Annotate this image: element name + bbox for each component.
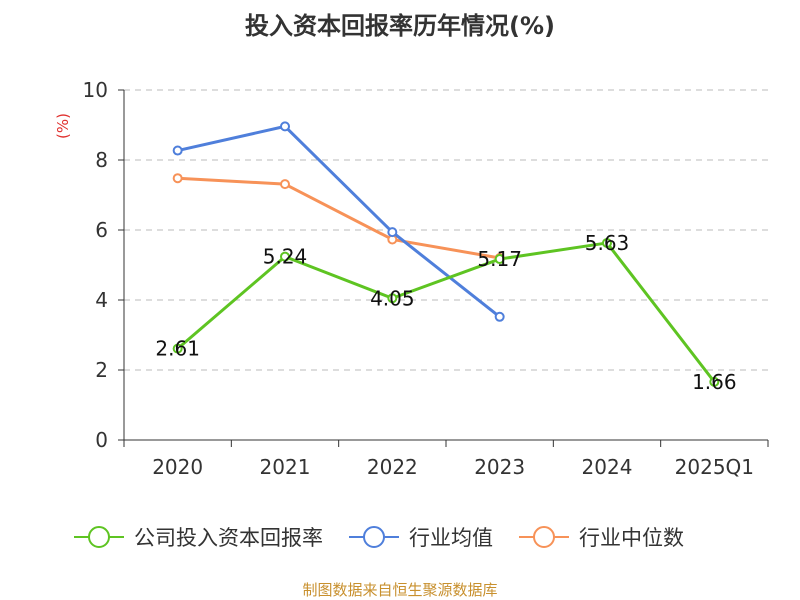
data-point	[280, 121, 290, 132]
legend-marker	[88, 526, 110, 548]
x-tick-label: 2021	[260, 455, 311, 479]
legend-label: 行业中位数	[579, 526, 684, 550]
data-point	[172, 145, 183, 156]
x-tick-label: 2020	[152, 455, 203, 479]
data-point	[602, 237, 612, 248]
x-tick-label: 2022	[367, 455, 418, 479]
axes: 0 2 4 6 8 10 2020 2021 2022 2023 2024 2025Q1	[83, 78, 769, 479]
y-tick-label: 0	[95, 428, 108, 452]
series-line	[177, 124, 501, 318]
y-tick-label: 6	[95, 218, 108, 242]
data-point	[387, 293, 398, 304]
source-note: 制图数据来自恒生聚源数据库	[302, 581, 497, 599]
data-point	[172, 173, 183, 184]
y-axis-unit-label: (%)	[54, 113, 72, 139]
y-tick-label: 10	[83, 78, 108, 102]
data-point	[172, 343, 183, 354]
legend: 公司投入资本回报率 行业均值 行业中位数	[74, 526, 684, 550]
x-tick-label: 2024	[582, 455, 633, 479]
y-tick-label: 2	[95, 358, 108, 382]
gridlines	[124, 89, 768, 371]
legend-marker	[363, 526, 385, 548]
data-label: 5.63	[585, 231, 630, 255]
data-label: 5.17	[477, 247, 522, 271]
x-tick-label: 2023	[474, 455, 525, 479]
data-point	[494, 254, 505, 265]
data-labels: 2.61 5.24 4.05 5.17 5.63 1.66	[155, 231, 736, 394]
legend-label: 公司投入资本回报率	[134, 526, 323, 550]
data-label: 1.66	[692, 370, 737, 394]
data-point	[709, 376, 720, 387]
data-point	[280, 251, 290, 262]
y-tick-label: 8	[95, 148, 108, 172]
legend-label: 行业均值	[409, 526, 493, 550]
data-label: 5.24	[263, 245, 308, 269]
data-point	[280, 179, 290, 190]
data-label: 4.05	[370, 286, 415, 310]
data-point	[494, 311, 505, 322]
data-point	[387, 227, 398, 238]
chart-title: 投入资本回报率历年情况(%)	[245, 12, 555, 40]
legend-marker	[533, 526, 555, 548]
x-tick-label: 2025Q1	[675, 455, 754, 479]
series-line	[177, 176, 500, 260]
series-line	[176, 241, 716, 383]
series-lines	[172, 121, 720, 387]
y-tick-label: 4	[95, 288, 108, 312]
data-label: 2.61	[155, 337, 200, 361]
